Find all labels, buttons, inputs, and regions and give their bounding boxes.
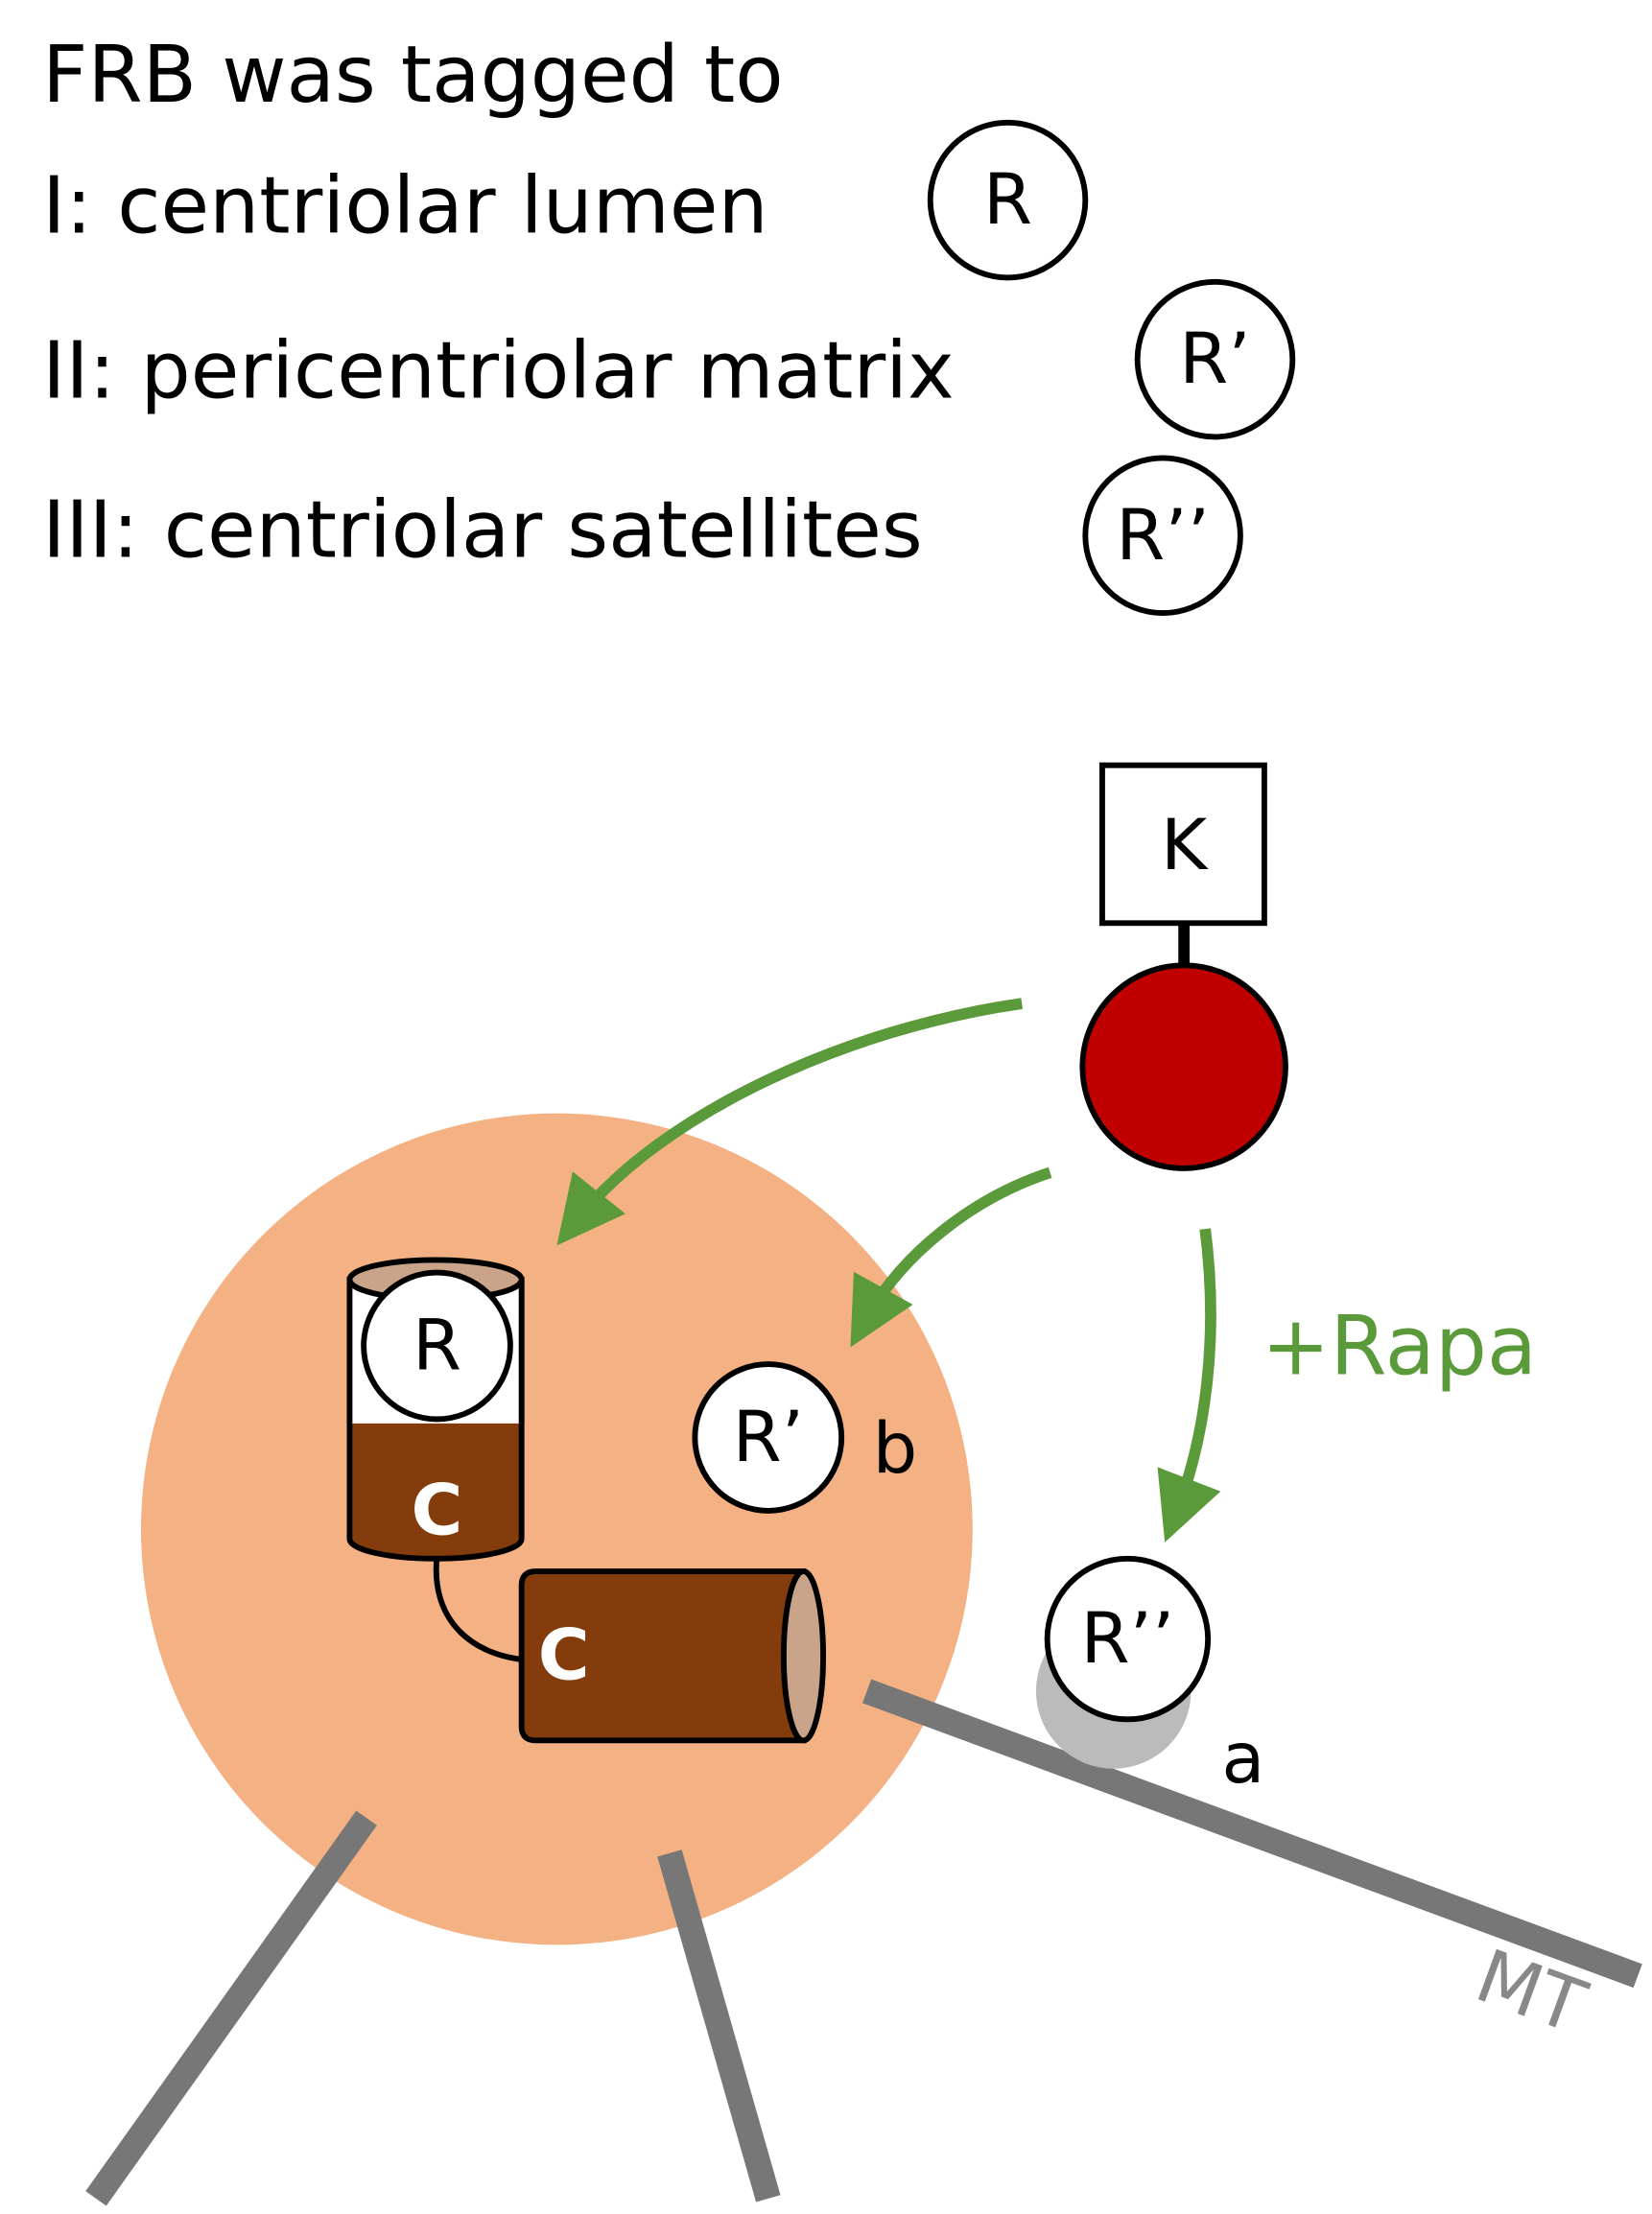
- legend-title: FRB was tagged to: [42, 30, 783, 121]
- centriole-label: C: [412, 1470, 463, 1551]
- microtubule: [657, 1849, 781, 2202]
- centriole-end: [780, 1568, 827, 1744]
- arrow: [556, 998, 1024, 1246]
- legend-item: I: centriolar lumen: [42, 160, 768, 251]
- arrow: [1157, 1228, 1221, 1543]
- satellite-frb: [1044, 1555, 1212, 1723]
- symbol: R’: [1179, 318, 1250, 400]
- linker: [433, 1555, 530, 1663]
- pcm-frb: [692, 1361, 845, 1514]
- treatment-label: +Rapa: [1262, 1299, 1537, 1394]
- symbol: R: [983, 159, 1032, 241]
- centriole: [518, 1568, 807, 1744]
- pericentriolar-matrix: [141, 1113, 973, 1945]
- symbol: R’’: [1116, 495, 1210, 577]
- symbol-circle: [927, 119, 1089, 281]
- satellite-label: R’’: [1081, 1598, 1175, 1680]
- pcm-label: R’: [733, 1397, 804, 1478]
- arrow: [850, 1166, 1052, 1348]
- symbol-circle: [1134, 278, 1296, 440]
- symbol-circle: [1082, 455, 1243, 617]
- centriole-edge: [346, 1279, 525, 1424]
- satellite-tag: a: [1221, 1718, 1264, 1800]
- legend-item: II: pericentriolar matrix: [42, 325, 955, 416]
- microtubule: [85, 1810, 377, 2206]
- centriole-label: C: [538, 1615, 590, 1697]
- lumen-frb: [361, 1269, 513, 1423]
- lumen-label: R: [413, 1306, 461, 1387]
- kinase-label: K: [1161, 805, 1209, 886]
- fkbp: [1079, 962, 1288, 1171]
- legend-item: III: centriolar satellites: [42, 484, 923, 576]
- microtubule: [862, 1679, 1642, 1989]
- pcm-tag: b: [873, 1408, 918, 1490]
